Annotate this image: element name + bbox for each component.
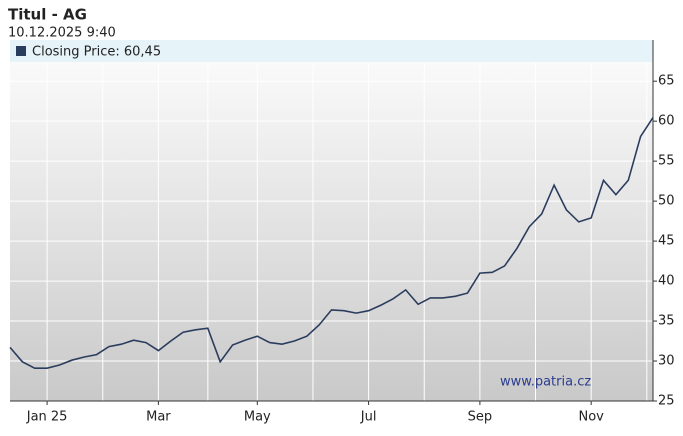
legend-band xyxy=(10,40,653,62)
chart-title: Titul - AG xyxy=(8,6,87,24)
y-tick-label: 45 xyxy=(658,234,675,249)
watermark: www.patria.cz xyxy=(500,375,591,390)
x-tick-label: Jan 25 xyxy=(26,410,68,425)
chart-subtitle: 10.12.2025 9:40 xyxy=(8,26,116,41)
x-tick-label: Jul xyxy=(360,410,377,425)
y-tick-label: 55 xyxy=(658,154,675,169)
y-tick-label: 25 xyxy=(658,394,675,409)
plot-area xyxy=(10,40,653,401)
x-tick-label: Sep xyxy=(468,410,493,425)
y-tick-label: 30 xyxy=(658,354,675,369)
x-tick-label: Mar xyxy=(146,410,171,425)
y-tick-label: 35 xyxy=(658,314,675,329)
y-tick-label: 50 xyxy=(658,194,675,209)
legend-label: Closing Price: 60,45 xyxy=(32,45,161,60)
y-tick-label: 60 xyxy=(658,114,675,129)
y-tick-label: 65 xyxy=(658,74,675,89)
x-tick-label: Nov xyxy=(578,410,604,425)
x-tick-label: May xyxy=(244,410,271,425)
legend-swatch xyxy=(16,46,26,56)
price-line xyxy=(9,117,654,369)
y-tick-label: 40 xyxy=(658,274,675,289)
